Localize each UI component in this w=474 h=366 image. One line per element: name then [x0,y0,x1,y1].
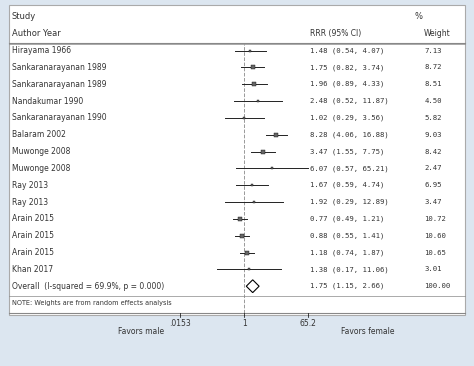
Text: 1.02 (0.29, 3.56): 1.02 (0.29, 3.56) [310,115,385,121]
Text: NOTE: Weights are from random effects analysis: NOTE: Weights are from random effects an… [12,300,172,306]
Text: 100.00: 100.00 [424,283,450,289]
Text: %: % [415,12,423,21]
Text: 0.88 (0.55, 1.41): 0.88 (0.55, 1.41) [310,232,385,239]
Text: 1.75 (1.15, 2.66): 1.75 (1.15, 2.66) [310,283,385,290]
Text: Favors male: Favors male [118,327,164,336]
Text: Overall  (I-squared = 69.9%, p = 0.000): Overall (I-squared = 69.9%, p = 0.000) [12,282,164,291]
Text: 3.01: 3.01 [424,266,442,272]
Text: .0153: .0153 [169,319,191,328]
Text: Weight: Weight [424,29,451,38]
Text: Khan 2017: Khan 2017 [12,265,53,274]
Text: 5.82: 5.82 [424,115,442,121]
Text: Study: Study [12,12,36,21]
Text: Sankaranarayanan 1990: Sankaranarayanan 1990 [12,113,107,122]
Text: Author Year: Author Year [12,29,61,38]
Text: RRR (95% CI): RRR (95% CI) [310,29,362,38]
Text: 10.72: 10.72 [424,216,446,222]
Text: Balaram 2002: Balaram 2002 [12,130,66,139]
Text: 10.65: 10.65 [424,250,446,255]
Text: 8.28 (4.06, 16.88): 8.28 (4.06, 16.88) [310,131,389,138]
Text: Muwonge 2008: Muwonge 2008 [12,147,70,156]
Text: Hirayama 1966: Hirayama 1966 [12,46,71,55]
Text: 1.38 (0.17, 11.06): 1.38 (0.17, 11.06) [310,266,389,273]
Text: 6.07 (0.57, 65.21): 6.07 (0.57, 65.21) [310,165,389,172]
Polygon shape [246,280,259,292]
Text: 2.48 (0.52, 11.87): 2.48 (0.52, 11.87) [310,98,389,104]
Text: 8.51: 8.51 [424,81,442,87]
Text: 1: 1 [242,319,246,328]
Text: Sankaranarayanan 1989: Sankaranarayanan 1989 [12,63,106,72]
Text: Sankaranarayanan 1989: Sankaranarayanan 1989 [12,80,106,89]
Text: 2.47: 2.47 [424,165,442,171]
Text: Ray 2013: Ray 2013 [12,181,48,190]
Text: 1.96 (0.89, 4.33): 1.96 (0.89, 4.33) [310,81,385,87]
Text: 8.72: 8.72 [424,64,442,70]
Text: 7.13: 7.13 [424,48,442,53]
FancyBboxPatch shape [9,5,465,315]
Text: Ray 2013: Ray 2013 [12,198,48,206]
Text: Arain 2015: Arain 2015 [12,231,54,240]
Text: 3.47 (1.55, 7.75): 3.47 (1.55, 7.75) [310,148,385,155]
Text: Favors female: Favors female [341,327,395,336]
Text: 10.60: 10.60 [424,233,446,239]
Text: 8.42: 8.42 [424,149,442,154]
Text: 4.50: 4.50 [424,98,442,104]
Text: 1.48 (0.54, 4.07): 1.48 (0.54, 4.07) [310,47,385,54]
Text: 9.03: 9.03 [424,132,442,138]
Text: 1.75 (0.82, 3.74): 1.75 (0.82, 3.74) [310,64,385,71]
Text: 1.92 (0.29, 12.89): 1.92 (0.29, 12.89) [310,199,389,205]
Text: Arain 2015: Arain 2015 [12,214,54,223]
Text: 3.47: 3.47 [424,199,442,205]
Text: 1.67 (0.59, 4.74): 1.67 (0.59, 4.74) [310,182,385,188]
Text: 1.18 (0.74, 1.87): 1.18 (0.74, 1.87) [310,249,385,256]
Text: 0.77 (0.49, 1.21): 0.77 (0.49, 1.21) [310,216,385,222]
Text: Arain 2015: Arain 2015 [12,248,54,257]
Text: 65.2: 65.2 [300,319,317,328]
Text: 6.95: 6.95 [424,182,442,188]
Text: Nandakumar 1990: Nandakumar 1990 [12,97,83,105]
Text: Muwonge 2008: Muwonge 2008 [12,164,70,173]
